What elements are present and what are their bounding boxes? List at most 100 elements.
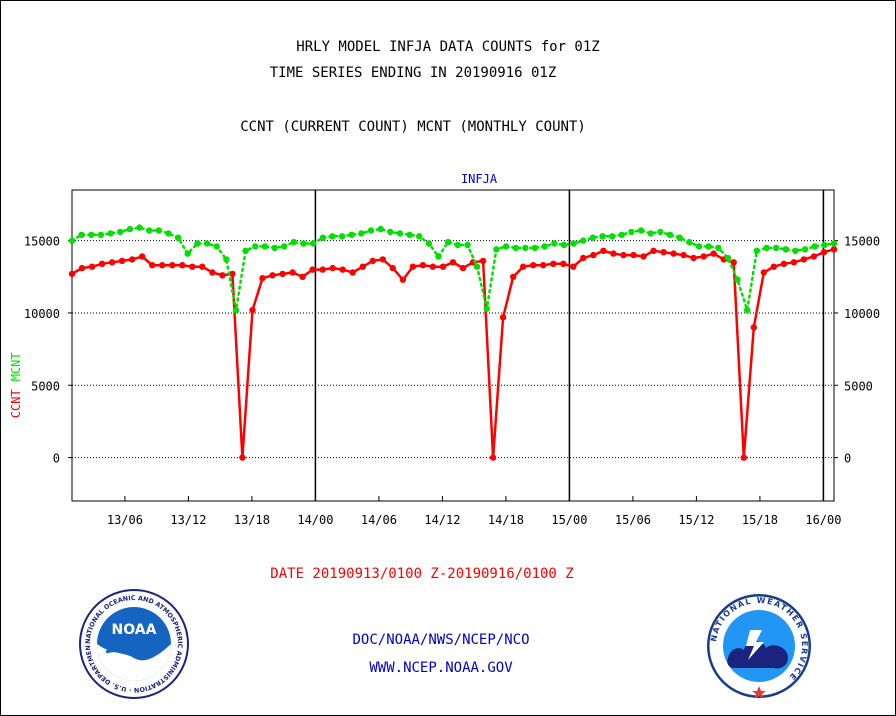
mcnt-data-point	[445, 238, 452, 246]
x-tick-label: 15/00	[551, 513, 587, 527]
mcnt-data-point	[609, 233, 616, 240]
ccnt-data-point	[429, 263, 437, 270]
mcnt-data-point	[830, 240, 838, 247]
mcnt-series-line	[70, 226, 836, 311]
ccnt-data-point	[329, 264, 336, 272]
mcnt-data-point	[772, 244, 780, 252]
ccnt-data-point	[459, 264, 467, 272]
mcnt-data-point	[425, 240, 433, 247]
mcnt-data-point	[464, 241, 471, 249]
mcnt-data-point	[541, 243, 548, 250]
ccnt-data-point	[449, 259, 457, 266]
ccnt-data-point	[299, 273, 306, 280]
mcnt-data-point	[117, 228, 124, 236]
ccnt-data-point	[560, 260, 567, 267]
x-tick-label: 15/06	[615, 513, 651, 527]
mcnt-data-point	[309, 240, 317, 247]
mcnt-data-point	[560, 241, 568, 249]
mcnt-data-point	[628, 228, 635, 236]
ccnt-series-line	[70, 248, 836, 458]
ccnt-data-point	[359, 263, 366, 270]
y-tick-label-right: 0	[844, 452, 851, 466]
x-tick-label: 15/12	[678, 513, 714, 527]
mcnt-data-point	[358, 230, 365, 237]
mcnt-data-point	[223, 256, 230, 263]
mcnt-data-point	[88, 231, 95, 238]
y-axis-label-mcnt: MCNT	[9, 352, 23, 381]
ccnt-data-point	[610, 250, 617, 257]
ccnt-data-point	[409, 263, 417, 270]
ccnt-data-point	[389, 264, 396, 272]
x-tick-label: 14/12	[424, 513, 460, 527]
mcnt-data-point	[801, 246, 809, 253]
ccnt-data-point	[530, 262, 537, 269]
ccnt-data-point	[98, 260, 106, 267]
ccnt-data-point	[630, 251, 637, 259]
y-tick-label-right: 5000	[844, 379, 873, 393]
ccnt-data-point	[510, 273, 517, 280]
mcnt-data-point	[666, 231, 674, 238]
ccnt-data-point	[590, 251, 597, 259]
ccnt-data-point	[169, 262, 176, 269]
y-axis-label: CCNT MCNT	[9, 352, 23, 418]
mcnt-data-point	[194, 240, 201, 247]
ccnt-data-point	[830, 246, 838, 253]
ccnt-data-point	[580, 254, 587, 262]
mcnt-data-point	[165, 230, 172, 237]
mcnt-data-point	[734, 276, 741, 283]
chart-title: INFJA	[461, 172, 498, 186]
mcnt-data-point	[473, 263, 481, 270]
plot-area-border	[71, 189, 835, 502]
ccnt-data-point	[179, 262, 186, 269]
ccnt-data-point	[118, 257, 126, 265]
mcnt-data-point	[618, 231, 625, 238]
x-tick-label: 13/06	[107, 513, 143, 527]
mcnt-data-point	[329, 233, 336, 240]
mcnt-data-point	[252, 243, 259, 250]
website-link[interactable]: WWW.NCEP.NOAA.GOV	[369, 660, 513, 676]
mcnt-data-point	[406, 231, 413, 238]
ccnt-data-point	[700, 253, 707, 260]
ccnt-data-point	[149, 262, 156, 269]
ccnt-data-point	[820, 249, 828, 256]
ccnt-data-point	[108, 259, 116, 266]
mcnt-data-point	[184, 250, 191, 257]
ccnt-data-point	[88, 263, 96, 270]
x-tick-label: 14/18	[488, 513, 524, 527]
mcnt-data-point	[242, 247, 249, 254]
mcnt-data-point	[589, 234, 597, 241]
mcnt-data-point	[753, 247, 760, 254]
ccnt-data-point	[439, 263, 447, 270]
ccnt-data-point	[760, 269, 767, 276]
ccnt-data-point	[800, 256, 808, 263]
mcnt-data-point	[97, 231, 105, 238]
ccnt-data-point	[269, 272, 276, 279]
ccnt-data-point	[520, 263, 527, 270]
mcnt-data-point	[155, 227, 162, 234]
ccnt-data-point	[600, 247, 607, 254]
ccnt-data-point	[770, 263, 777, 270]
ccnt-data-point	[319, 266, 326, 273]
chart-header-line-1: HRLY MODEL INFJA DATA COUNTS for 01Z	[296, 39, 600, 55]
mcnt-data-point	[68, 237, 76, 244]
mcnt-data-point	[261, 243, 269, 250]
ccnt-data-point	[239, 454, 246, 461]
mcnt-data-point	[637, 227, 645, 234]
nws-logo: NATIONAL WEATHER SERVICE	[707, 594, 811, 698]
mcnt-data-point	[213, 243, 220, 250]
mcnt-data-point	[338, 233, 346, 240]
mcnt-data-point	[146, 227, 153, 234]
mcnt-data-point	[454, 241, 461, 249]
date-range-label: DATE 20190913/0100 Z-20190916/0100 Z	[270, 566, 574, 582]
ccnt-data-point	[229, 270, 236, 278]
x-tick-label: 13/18	[234, 513, 270, 527]
ccnt-data-point	[139, 253, 146, 260]
ccnt-data-point	[289, 269, 296, 276]
ccnt-data-point	[349, 269, 356, 276]
ccnt-data-point	[189, 263, 196, 270]
ccnt-data-point	[68, 270, 76, 278]
mcnt-data-point	[811, 243, 818, 250]
mcnt-data-point	[705, 243, 712, 250]
ccnt-data-point	[489, 454, 497, 461]
